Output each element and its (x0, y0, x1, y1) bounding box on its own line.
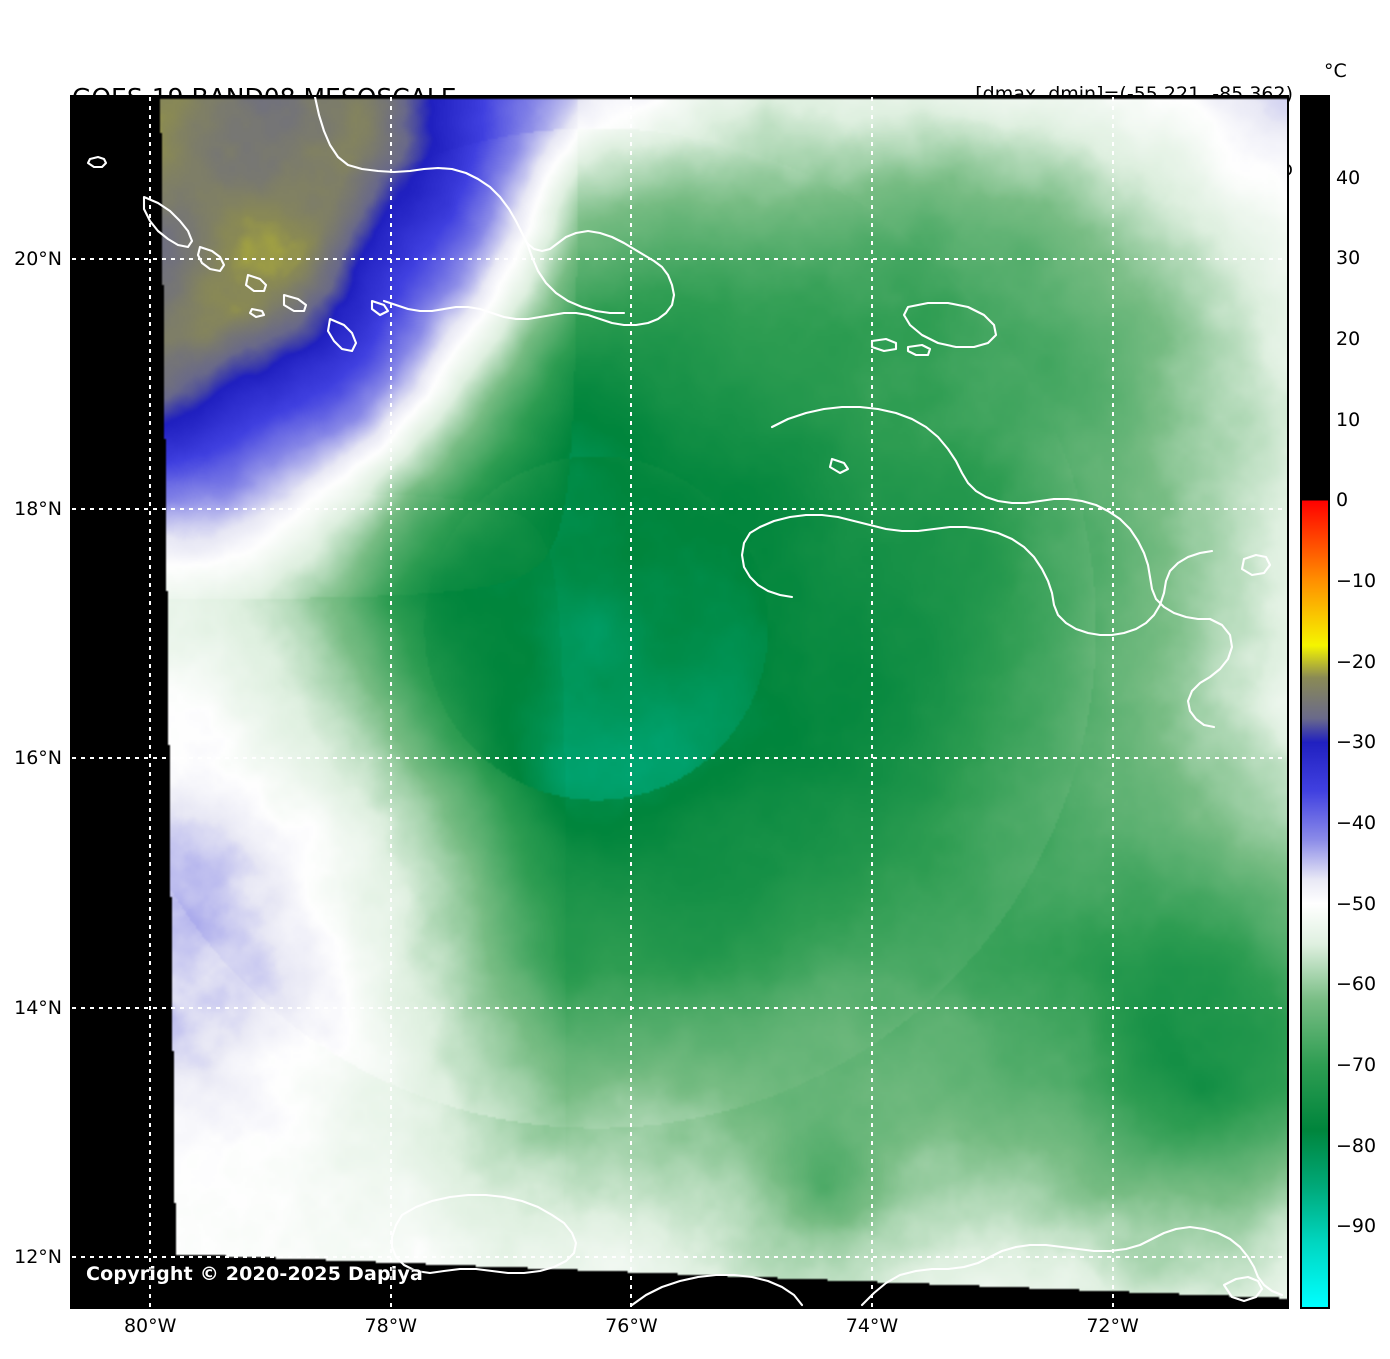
colorbar (1300, 95, 1330, 1309)
y-tick-label: 20°N (14, 248, 62, 271)
colorbar-gradient (1302, 97, 1328, 1307)
colorbar-tick-label: 40 (1336, 166, 1361, 189)
y-tick-label: 16°N (14, 747, 62, 770)
y-tick-label: 14°N (14, 996, 62, 1019)
colorbar-tick-label: −20 (1336, 650, 1377, 673)
y-tick-label: 18°N (14, 497, 62, 520)
x-tick-label: 78°W (364, 1315, 418, 1337)
x-tick-label: 74°W (845, 1315, 899, 1337)
colorbar-tick-label: −80 (1336, 1134, 1377, 1157)
colorbar-tick-label: 0 (1336, 489, 1349, 512)
colorbar-tick-label: −30 (1336, 731, 1377, 754)
colorbar-tick-label: −70 (1336, 1054, 1377, 1076)
x-tick-label: 72°W (1086, 1315, 1139, 1337)
y-tick-label: 12°N (14, 1246, 62, 1269)
colorbar-tick-label: −50 (1336, 892, 1377, 915)
colorbar-tick-label: 30 (1336, 247, 1361, 270)
x-tick-label: 80°W (123, 1315, 177, 1337)
copyright-label: Copyright © 2020-2025 Dapiya (86, 1263, 424, 1285)
colorbar-tick-label: 10 (1336, 408, 1361, 431)
colorbar-tick-label: −10 (1336, 570, 1377, 592)
colorbar-tick-label: 20 (1336, 328, 1361, 350)
satellite-imagery-canvas (72, 97, 1287, 1307)
colorbar-tick-label: −90 (1336, 1215, 1377, 1238)
x-tick-label: 76°W (605, 1315, 658, 1337)
satellite-map: Copyright © 2020-2025 Dapiya (70, 95, 1289, 1309)
colorbar-tick-label: −40 (1336, 812, 1377, 834)
colorbar-unit-label: °C (1324, 60, 1347, 82)
colorbar-tick-label: −60 (1336, 973, 1377, 996)
